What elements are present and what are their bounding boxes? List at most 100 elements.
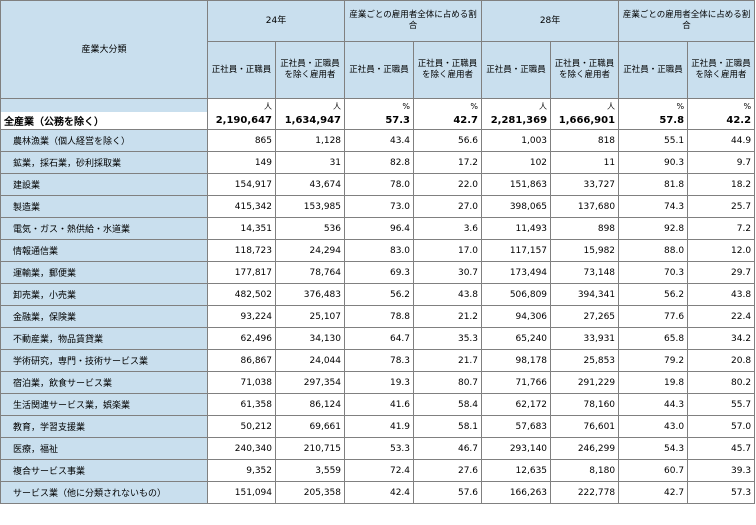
value-cell: 43.8 — [687, 283, 756, 306]
value-cell: 22.0 — [413, 173, 483, 196]
value-cell: 19.8 — [618, 371, 689, 394]
table-row: 金融業，保険業 93,224 25,107 78.8 21.2 94,306 27,265 7… — [0, 305, 756, 328]
value-cell: 18.2 — [687, 173, 756, 196]
value-cell: 506,809 — [481, 283, 552, 306]
table-row: 製造業 415,342 153,985 73.0 27.0 398,065 137,680 7… — [0, 195, 756, 218]
value-cell: 43.0 — [618, 415, 689, 438]
value-cell: 78.3 — [344, 349, 415, 372]
value-cell: 22.4 — [687, 305, 756, 328]
value-cell: 27,265 — [550, 305, 620, 328]
value-cell: 154,917 — [207, 173, 276, 196]
value-cell: 1,128 — [274, 129, 346, 152]
value-cell: 81.8 — [618, 173, 689, 196]
value-cell: 11 — [550, 151, 620, 174]
value-cell: 33,931 — [550, 327, 620, 350]
table-row: 卸売業，小売業 482,502 376,483 56.2 43.8 506,809 394,… — [0, 283, 756, 306]
value-cell: 415,342 — [207, 195, 276, 218]
table-row: 複合サービス事業 9,352 3,559 72.4 27.6 12,635 8,180 60.… — [0, 459, 756, 482]
value-cell: 240,340 — [207, 437, 276, 460]
value-cell: 151,863 — [481, 173, 552, 196]
value-cell: 166,263 — [481, 481, 552, 504]
industry-label: サービス業（他に分類されないもの） — [0, 481, 208, 504]
value-cell: 90.3 — [618, 151, 689, 174]
value-cell: 78.0 — [344, 173, 415, 196]
value-cell: 1,003 — [481, 129, 552, 152]
value-cell: 11,493 — [481, 217, 552, 240]
value-cell: 64.7 — [344, 327, 415, 350]
value-cell: 83.0 — [344, 239, 415, 262]
value-cell: 62,172 — [481, 393, 552, 416]
value-cell: 19.3 — [344, 371, 415, 394]
value-cell: 21.2 — [413, 305, 483, 328]
total-value-cell: 2,281,369 — [481, 112, 552, 130]
value-cell: 9.7 — [687, 151, 756, 174]
value-cell: 246,299 — [550, 437, 620, 460]
value-cell: 24,294 — [274, 239, 346, 262]
unit-cell: % — [618, 98, 689, 112]
value-cell: 76,601 — [550, 415, 620, 438]
value-cell: 44.9 — [687, 129, 756, 152]
total-row: 全産業（公務を除く） 2,190,647 1,634,947 57.3 42.7… — [0, 112, 756, 130]
value-cell: 42.7 — [618, 481, 689, 504]
share-24-group-header: 産業ごとの雇用者全体に占める割合 — [344, 0, 483, 42]
value-cell: 57.6 — [413, 481, 483, 504]
value-cell: 29.7 — [687, 261, 756, 284]
value-cell: 78.8 — [344, 305, 415, 328]
value-cell: 27.0 — [413, 195, 483, 218]
value-cell: 376,483 — [274, 283, 346, 306]
industry-label: 情報通信業 — [0, 239, 208, 262]
value-cell: 65.8 — [618, 327, 689, 350]
value-cell: 293,140 — [481, 437, 552, 460]
value-cell: 536 — [274, 217, 346, 240]
value-cell: 17.0 — [413, 239, 483, 262]
value-cell: 177,817 — [207, 261, 276, 284]
value-cell: 82.8 — [344, 151, 415, 174]
unit-cell: % — [413, 98, 483, 112]
col-header-nonregular: 正社員・正職員を除く雇用者 — [687, 41, 756, 99]
units-row: 人 人 % % 人 人 % % — [0, 98, 756, 112]
value-cell: 41.9 — [344, 415, 415, 438]
unit-cell: 人 — [207, 98, 276, 112]
value-cell: 71,766 — [481, 371, 552, 394]
value-cell: 3,559 — [274, 459, 346, 482]
value-cell: 43,674 — [274, 173, 346, 196]
industry-label: 生活関連サービス業，娯楽業 — [0, 393, 208, 416]
value-cell: 17.2 — [413, 151, 483, 174]
table-row: 鉱業，採石業，砂利採取業 149 31 82.8 17.2 102 11 90.3 9.7 — [0, 151, 756, 174]
value-cell: 46.7 — [413, 437, 483, 460]
value-cell: 94,306 — [481, 305, 552, 328]
share-28-group-header: 産業ごとの雇用者全体に占める割合 — [618, 0, 756, 42]
value-cell: 14,351 — [207, 217, 276, 240]
value-cell: 12,635 — [481, 459, 552, 482]
value-cell: 24,044 — [274, 349, 346, 372]
value-cell: 72.4 — [344, 459, 415, 482]
value-cell: 56.2 — [344, 283, 415, 306]
value-cell: 62,496 — [207, 327, 276, 350]
value-cell: 394,341 — [550, 283, 620, 306]
value-cell: 137,680 — [550, 195, 620, 218]
col-header-regular: 正社員・正職員 — [618, 41, 689, 99]
table-row: 生活関連サービス業，娯楽業 61,358 86,124 41.6 58.4 62,172 7… — [0, 393, 756, 416]
value-cell: 57.0 — [687, 415, 756, 438]
industry-label: 学術研究，専門・技術サービス業 — [0, 349, 208, 372]
total-value-cell: 1,666,901 — [550, 112, 620, 130]
value-cell: 222,778 — [550, 481, 620, 504]
value-cell: 80.7 — [413, 371, 483, 394]
value-cell: 9,352 — [207, 459, 276, 482]
industry-label: 製造業 — [0, 195, 208, 218]
value-cell: 34,130 — [274, 327, 346, 350]
value-cell: 73.0 — [344, 195, 415, 218]
value-cell: 43.8 — [413, 283, 483, 306]
value-cell: 25.7 — [687, 195, 756, 218]
value-cell: 73,148 — [550, 261, 620, 284]
industry-label: 建設業 — [0, 173, 208, 196]
unit-cell: 人 — [274, 98, 346, 112]
value-cell: 78,764 — [274, 261, 346, 284]
value-cell: 79.2 — [618, 349, 689, 372]
col-header-regular: 正社員・正職員 — [481, 41, 552, 99]
value-cell: 7.2 — [687, 217, 756, 240]
value-cell: 98,178 — [481, 349, 552, 372]
value-cell: 865 — [207, 129, 276, 152]
table-row: 電気・ガス・熱供給・水道業 14,351 536 96.4 3.6 11,493 898 92… — [0, 217, 756, 240]
industry-label: 医療，福祉 — [0, 437, 208, 460]
